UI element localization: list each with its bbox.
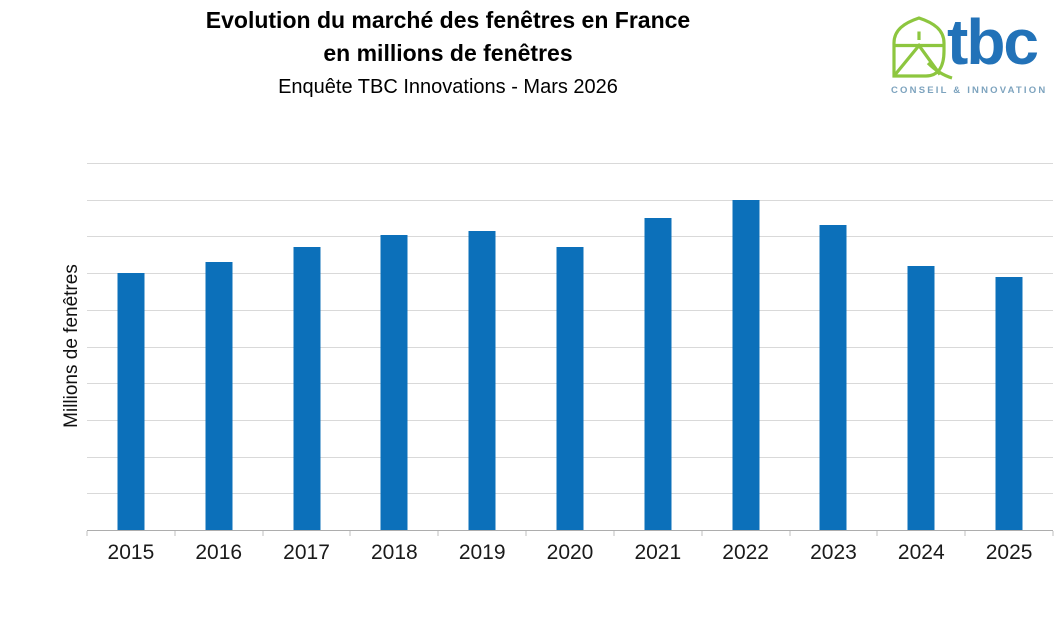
x-label-2018: 2018 [371,541,418,564]
x-label-2021: 2021 [634,541,682,564]
y-axis-title: Millions de fenêtres [61,264,82,428]
x-axis-tick [525,531,527,536]
x-axis-tick [789,531,791,536]
x-axis-tick [613,531,615,536]
x-axis-tick [1052,531,1054,536]
x-axis-tick [349,531,351,536]
gridline [87,199,1053,201]
x-axis-tick [876,531,878,536]
bar-2015 [117,273,145,530]
plot-area [87,163,1053,531]
chart-title-line-1: Evolution du marché des fenêtres en Fran… [205,7,691,33]
x-axis-tick [437,531,439,536]
bar-2016 [205,262,233,530]
bar-2023 [819,225,847,530]
x-label-2019: 2019 [458,541,506,564]
bar-2022 [732,199,760,530]
x-axis-labels: 2015 2016 2017 2018 2019 2020 2021 2022 2023 2024… [87,541,1053,567]
gridline [87,236,1053,238]
tbc-tagline: CONSEIL & INNOVATION [891,85,1048,96]
gridline [87,163,1053,164]
bar-2021 [644,218,672,530]
bar-2020 [556,247,584,530]
chart-header: Evolution du marché des fenêtres en Fran… [0,4,896,104]
x-axis-tick [174,531,176,536]
bar-2025 [995,276,1023,530]
x-axis-tick [701,531,703,536]
bar-2024 [907,265,935,530]
tbc-wordmark: tbc [947,6,1039,78]
x-label-2015: 2015 [107,541,155,564]
x-label-2023: 2023 [810,541,857,564]
chart-title-line-2: en millions de fenêtres [323,40,573,66]
x-label-2017: 2017 [283,541,330,564]
x-label-2016: 2016 [195,541,243,564]
tbc-house-leaf-icon [892,16,953,80]
x-label-2022: 2022 [722,541,769,564]
bar-2019 [468,230,496,530]
x-axis-ticks [86,531,1054,537]
tbc-logo: tbc CONSEIL & INNOVATION [885,6,1060,104]
x-label-2020: 2020 [546,541,594,564]
x-axis-tick [964,531,966,536]
x-label-2025: 2025 [985,541,1033,564]
x-axis-tick [86,531,88,536]
bar-2018 [380,234,408,530]
x-axis-tick [262,531,264,536]
chart-subtitle: Enquête TBC Innovations - Mars 2026 [278,76,618,98]
bar-2017 [293,247,321,530]
x-label-2024: 2024 [897,541,945,564]
